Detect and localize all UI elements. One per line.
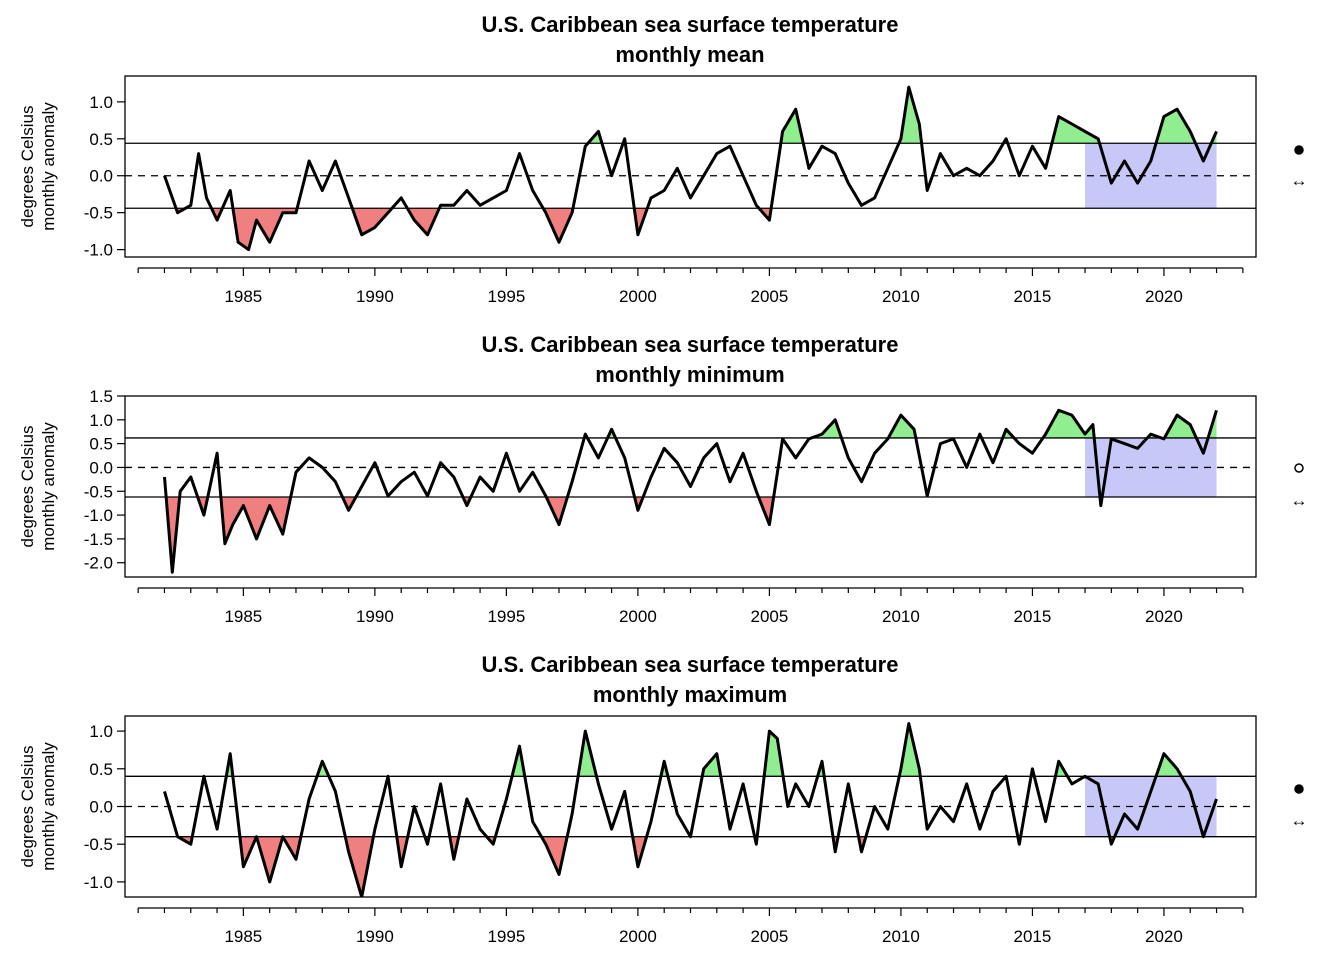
- x-tick-label: 2015: [1014, 607, 1052, 626]
- below-threshold-fill: [164, 836, 1217, 897]
- y-tick-label: -2.0: [84, 554, 113, 573]
- y-tick-label: 0.5: [89, 130, 113, 149]
- y-tick-label: 1.0: [89, 411, 113, 430]
- x-tick-label: 2020: [1145, 287, 1183, 306]
- trend-dot-icon: [1294, 145, 1304, 155]
- x-tick-label: 2010: [882, 607, 920, 626]
- x-tick-label: 2005: [750, 927, 788, 946]
- x-tick-label: 1985: [224, 607, 262, 626]
- trend-neutral-icon: [1294, 463, 1304, 473]
- chart-title: U.S. Caribbean sea surface temperature: [482, 332, 899, 357]
- x-tick-label: 1990: [356, 927, 394, 946]
- x-tick-label: 1985: [224, 287, 262, 306]
- y-tick-label: -1.0: [84, 873, 113, 892]
- x-tick-label: 1995: [487, 607, 525, 626]
- y-tick-label: 0.0: [89, 798, 113, 817]
- double-arrow-icon: ↔: [1291, 171, 1308, 190]
- double-arrow-icon: ↔: [1291, 491, 1308, 510]
- above-threshold-fill: [584, 410, 1217, 438]
- y-axis-label: degrees Celsius: [18, 746, 37, 868]
- y-axis-label: degrees Celsius: [18, 106, 37, 228]
- x-tick-label: 2000: [619, 607, 657, 626]
- y-axis-label: monthly anomaly: [39, 422, 58, 551]
- y-tick-label: 0.0: [89, 167, 113, 186]
- x-tick-label: 2015: [1014, 927, 1052, 946]
- y-tick-label: -0.5: [84, 835, 113, 854]
- x-tick-label: 2005: [750, 287, 788, 306]
- y-tick-label: 1.0: [89, 722, 113, 741]
- above-threshold-fill: [587, 87, 1217, 144]
- y-axis-label: monthly anomaly: [39, 742, 58, 871]
- x-tick-label: 1995: [487, 927, 525, 946]
- below-threshold-fill: [164, 208, 1217, 250]
- y-tick-label: -0.5: [84, 482, 113, 501]
- series-line: [163, 85, 1218, 252]
- x-tick-label: 2000: [619, 287, 657, 306]
- x-tick-label: 1985: [224, 927, 262, 946]
- y-axis-label: monthly anomaly: [39, 102, 58, 231]
- x-tick-label: 2015: [1014, 287, 1052, 306]
- x-tick-label: 1990: [356, 607, 394, 626]
- y-tick-label: -1.0: [84, 506, 113, 525]
- series-line: [163, 408, 1218, 574]
- plot-frame: [124, 75, 1257, 258]
- x-tick-label: 2010: [882, 287, 920, 306]
- x-tick-label: 2020: [1145, 927, 1183, 946]
- y-tick-label: 0.5: [89, 760, 113, 779]
- x-tick-label: 1990: [356, 287, 394, 306]
- panel-1: U.S. Caribbean sea surface temperature mo…: [18, 12, 1308, 306]
- series-line: [163, 722, 1218, 897]
- x-tick-label: 1995: [487, 287, 525, 306]
- y-tick-label: 1.0: [89, 93, 113, 112]
- chart-title: U.S. Caribbean sea surface temperature: [482, 12, 899, 37]
- x-tick-label: 2020: [1145, 607, 1183, 626]
- y-tick-label: 0.0: [89, 458, 113, 477]
- chart-subtitle: monthly minimum: [595, 362, 784, 387]
- plot-frame: [124, 395, 1257, 578]
- x-tick-label: 2010: [882, 927, 920, 946]
- panel-2: U.S. Caribbean sea surface temperature mo…: [18, 332, 1308, 626]
- y-tick-label: 1.5: [89, 387, 113, 406]
- y-tick-label: 0.5: [89, 435, 113, 454]
- above-threshold-fill: [164, 723, 1217, 777]
- chart-subtitle: monthly maximum: [593, 682, 787, 707]
- y-tick-label: -1.5: [84, 530, 113, 549]
- y-tick-label: -0.5: [84, 204, 113, 223]
- x-tick-label: 2000: [619, 927, 657, 946]
- trend-dot-icon: [1294, 784, 1304, 794]
- plot-area: [125, 408, 1256, 574]
- y-axis-label: degrees Celsius: [18, 426, 37, 548]
- chart-subtitle: monthly mean: [615, 42, 764, 67]
- plot-area: [125, 722, 1256, 897]
- y-tick-label: -1.0: [84, 241, 113, 260]
- x-tick-label: 2005: [750, 607, 788, 626]
- panel-3: U.S. Caribbean sea surface temperature mo…: [18, 652, 1308, 946]
- chart-title: U.S. Caribbean sea surface temperature: [482, 652, 899, 677]
- plot-area: [125, 85, 1256, 252]
- double-arrow-icon: ↔: [1291, 811, 1308, 830]
